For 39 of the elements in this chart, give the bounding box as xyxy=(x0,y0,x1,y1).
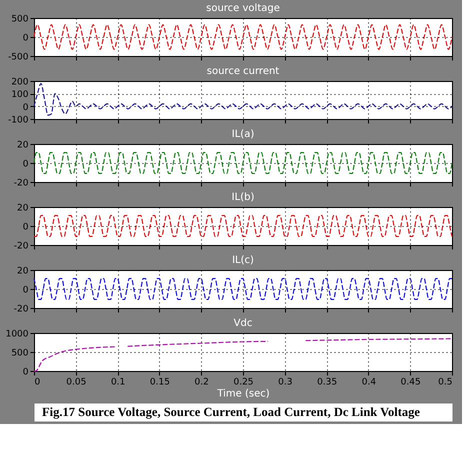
chart-title: IL(b) xyxy=(232,192,254,203)
y-tick-label: 20 xyxy=(17,204,29,214)
line-series xyxy=(33,82,453,116)
y-tick-label: 20 xyxy=(17,140,29,150)
y-tick-label: -20 xyxy=(14,178,29,188)
x-axis-title: Time (sec) xyxy=(216,388,270,400)
x-tick-label: 0.5 xyxy=(438,378,452,388)
chart-title: Vdc xyxy=(234,318,252,329)
x-tick-label: 0.2 xyxy=(194,378,209,388)
y-tick-label: 0 xyxy=(22,160,29,170)
chart-title: source current xyxy=(206,66,280,77)
x-tick-label: 0.25 xyxy=(233,378,254,388)
x-tick-label: 0.45 xyxy=(400,378,421,388)
y-tick-label: 200 xyxy=(11,78,29,88)
y-tick-label: 1000 xyxy=(6,330,29,340)
y-tick-label: -20 xyxy=(14,304,29,314)
y-tick-label: -500 xyxy=(8,52,29,62)
x-tick-label: 0.1 xyxy=(110,378,126,388)
y-tick-label: 0 xyxy=(22,286,29,296)
y-tick-label: 0 xyxy=(22,102,29,113)
x-tick-label: 0 xyxy=(34,378,40,388)
y-tick-label: 0 xyxy=(22,368,29,378)
caption: Fig.17 Source Voltage, Source Current, Load Current, Dc Link Voltage xyxy=(42,405,420,419)
x-tick-label: 0.35 xyxy=(317,378,338,388)
y-tick-label: 20 xyxy=(17,266,29,276)
y-tick-label: 0 xyxy=(22,222,29,232)
y-tick-label: 500 xyxy=(11,348,29,358)
chart-title: IL(c) xyxy=(232,255,254,266)
chart-title: source voltage xyxy=(206,3,280,14)
y-tick-label: -20 xyxy=(14,242,29,252)
y-tick-label: -100 xyxy=(8,116,29,126)
x-tick-label: 0.15 xyxy=(150,378,170,388)
y-tick-label: 100 xyxy=(11,90,29,100)
y-tick-label: 500 xyxy=(11,14,29,24)
x-tick-label: 0.3 xyxy=(278,378,292,388)
chart-title: IL(a) xyxy=(232,129,254,140)
x-tick-label: 0.05 xyxy=(66,378,86,388)
y-tick-label: 0 xyxy=(22,34,29,44)
x-tick-label: 0.4 xyxy=(362,378,376,388)
